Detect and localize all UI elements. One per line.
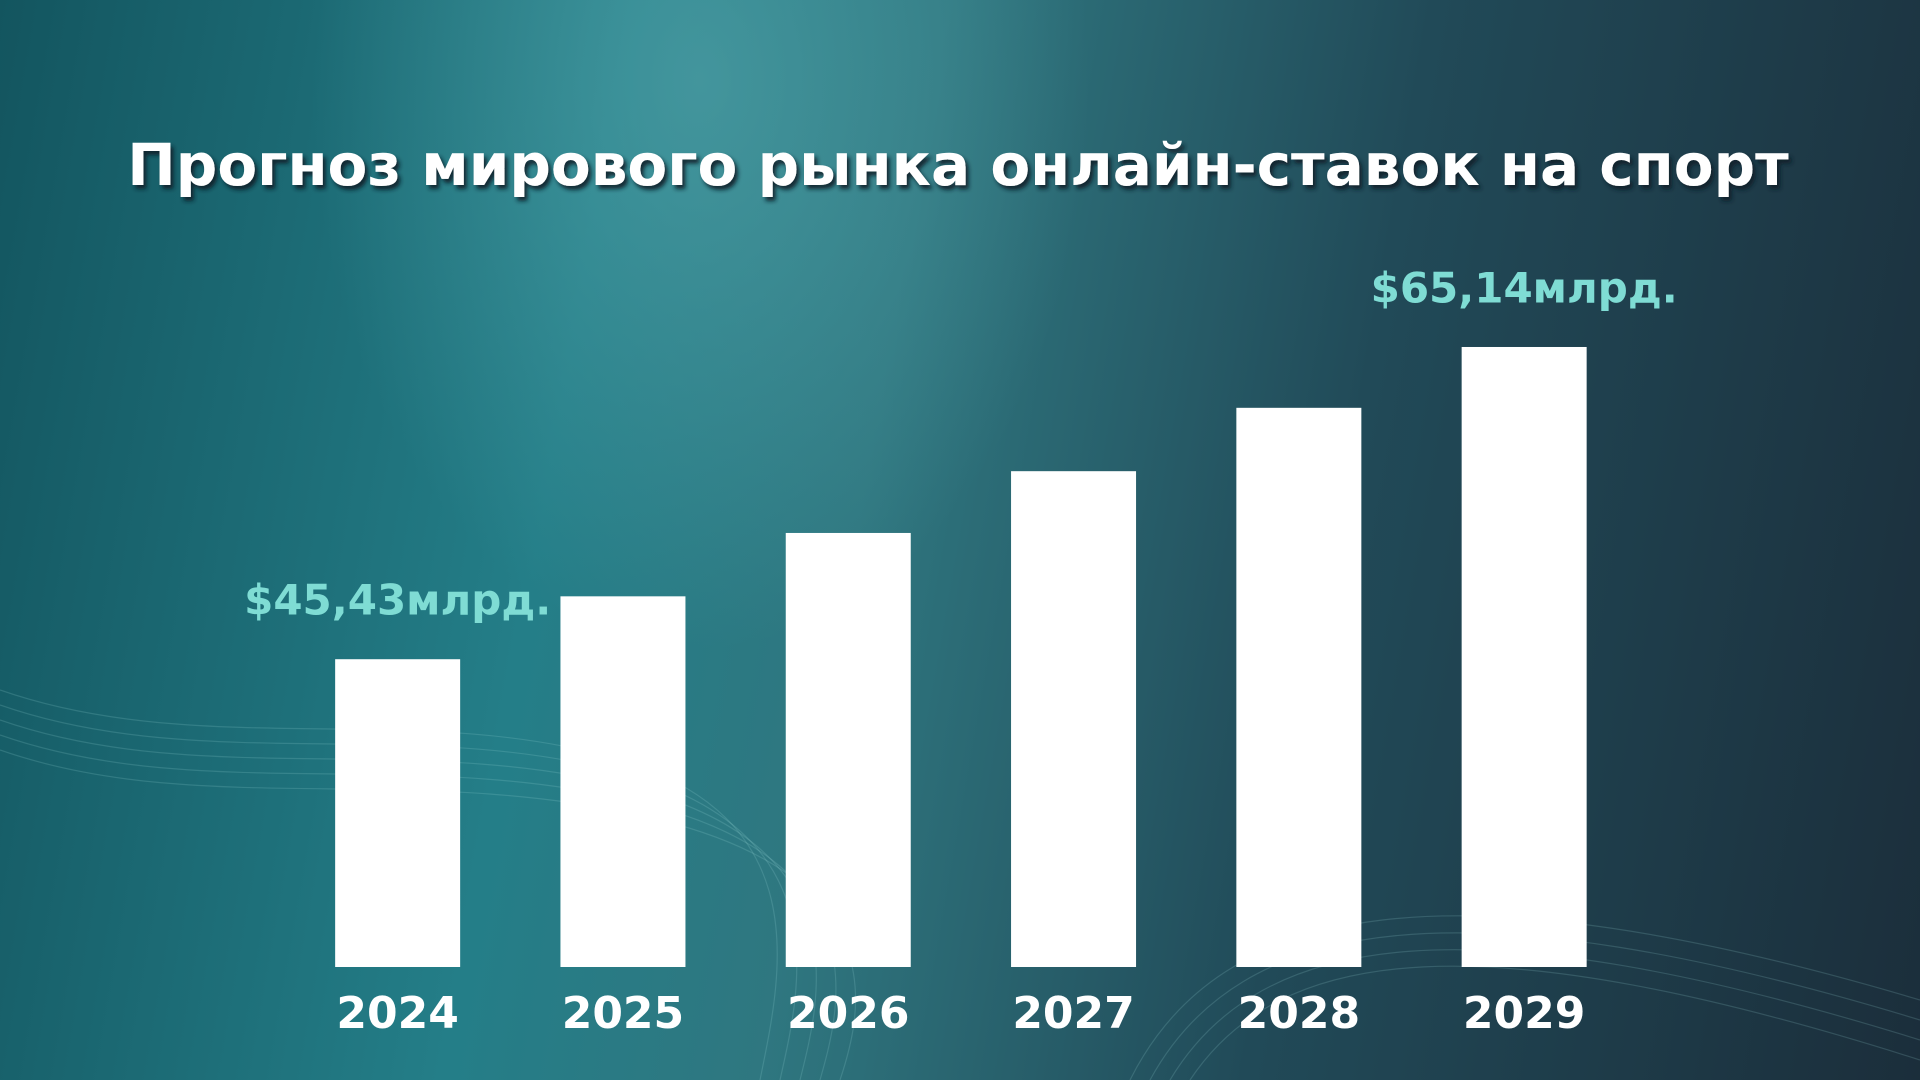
decorative-waves bbox=[0, 689, 1920, 1080]
x-tick-label: 2028 bbox=[1238, 988, 1360, 1039]
x-tick-label: 2026 bbox=[787, 988, 909, 1039]
bar bbox=[1461, 346, 1587, 967]
x-tick-label: 2024 bbox=[336, 988, 458, 1039]
value-label: $45,43млрд. bbox=[244, 576, 551, 625]
bar bbox=[560, 596, 686, 967]
value-label: $65,14млрд. bbox=[1371, 263, 1678, 312]
x-tick-label: 2027 bbox=[1012, 988, 1134, 1039]
bar bbox=[1236, 407, 1362, 967]
bar bbox=[335, 659, 461, 967]
x-tick-label: 2029 bbox=[1463, 988, 1585, 1039]
bar bbox=[1011, 471, 1137, 967]
x-tick-label: 2025 bbox=[562, 988, 684, 1039]
bar bbox=[785, 532, 911, 967]
chart-title: Прогноз мирового рынка онлайн-ставок на … bbox=[127, 131, 1789, 199]
